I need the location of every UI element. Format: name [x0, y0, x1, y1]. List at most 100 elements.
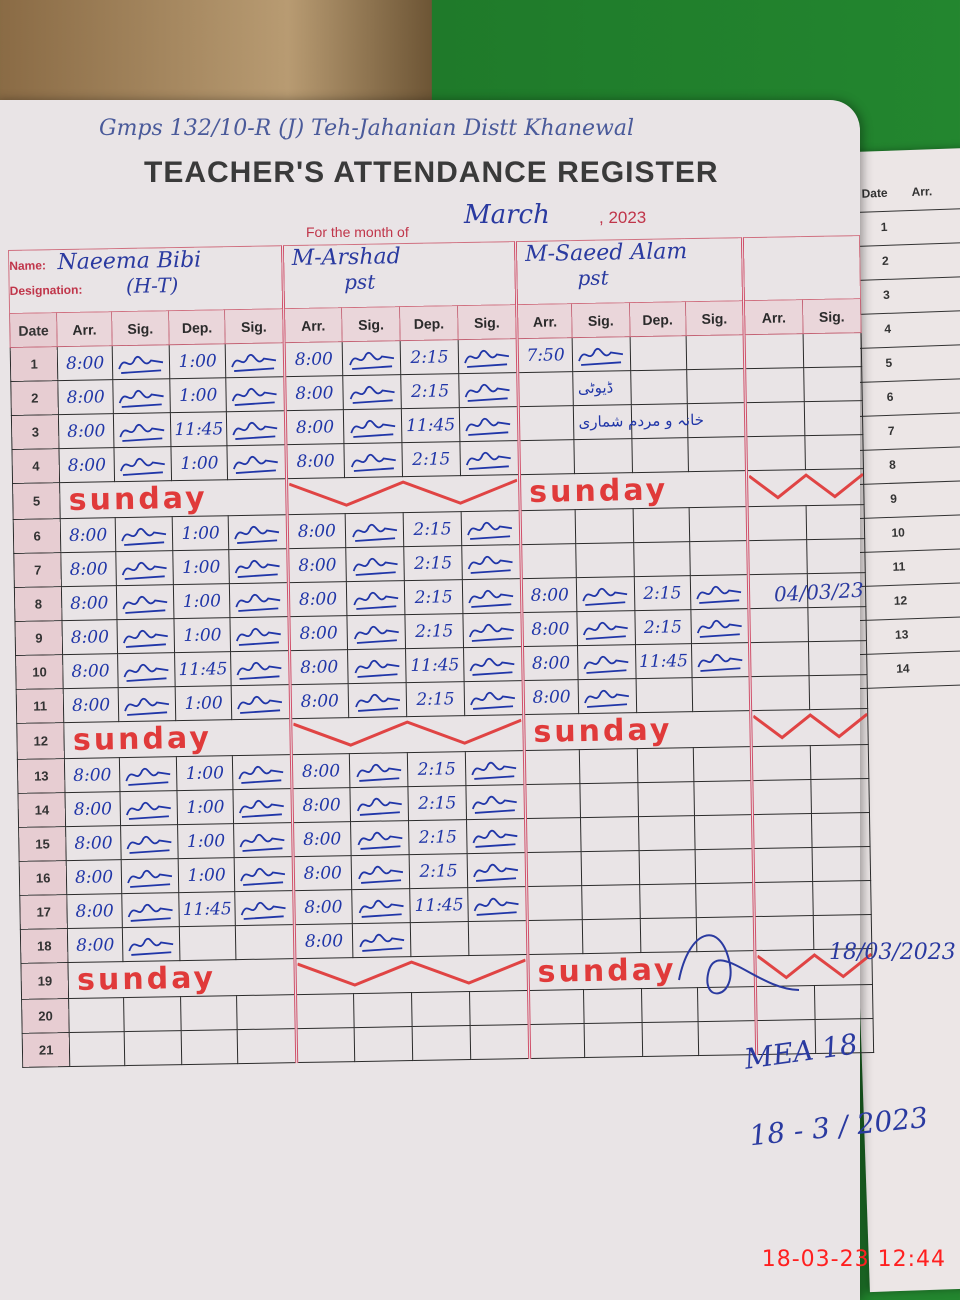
signature-cell: [350, 820, 410, 856]
signature-cell: [459, 440, 520, 476]
signature-cell: [120, 824, 179, 860]
signature-icon: [358, 899, 404, 918]
signature-icon: [232, 421, 278, 440]
arrival-time: 8:00: [66, 859, 122, 895]
signature-icon: [125, 801, 171, 820]
column-header-arr: Arr.: [56, 311, 113, 347]
right-date: 3: [882, 287, 891, 303]
departure-time: 2:15: [408, 819, 468, 855]
arrival-time: [751, 745, 811, 781]
departure-time: 2:15: [403, 545, 463, 581]
arrival-time: 8:00: [284, 375, 344, 411]
column-header-arr: Arr.: [283, 307, 343, 343]
column-header-sig: Sig.: [685, 300, 745, 336]
table-row: 12 sunday sunday: [16, 708, 869, 760]
departure-time: [632, 507, 690, 543]
signature-cell: [119, 756, 177, 792]
signature-cell: [118, 686, 176, 722]
signature-cell: [461, 510, 521, 546]
signature-icon: [234, 525, 280, 544]
departure-time: [630, 369, 688, 405]
signature-cell: [581, 850, 640, 886]
teacher-name: Naeema Bibi: [57, 247, 202, 276]
signature-cell: [229, 582, 289, 618]
signature-cell: [348, 682, 407, 718]
departure-time: 1:00: [172, 515, 230, 551]
column-header-date: Date: [9, 312, 58, 348]
arrival-time: [518, 439, 575, 475]
signature-cell: [692, 676, 751, 712]
sunday-zigzag-icon: [290, 714, 525, 755]
signature-cell: [113, 446, 172, 482]
signature-cell: [466, 818, 527, 854]
table-row: 7 8:00 1:00 8:00 2:15: [13, 538, 866, 588]
date-cell: 18: [20, 928, 69, 964]
signature-cell: [230, 650, 290, 686]
signature-cell: ڈیوٹی: [573, 370, 631, 406]
signature-cell: [115, 516, 173, 552]
arrival-time: 8:00: [292, 855, 352, 891]
designation-label: Designation:: [9, 282, 83, 298]
arrival-time: 8:00: [289, 683, 349, 719]
table-row: 1 8:00 1:00 8:00 2:15 7:50: [10, 332, 862, 382]
signature-icon: [697, 653, 743, 672]
signature-icon: [696, 585, 742, 604]
signature-cell: [582, 884, 640, 920]
right-date: 11: [892, 559, 906, 574]
signature-cell: [580, 782, 638, 818]
signature-icon: [348, 351, 394, 370]
column-header-dep: Dep.: [629, 301, 687, 337]
month-label: For the month of: [306, 224, 409, 240]
signature-cell: [464, 680, 524, 716]
signature-icon: [122, 629, 168, 648]
signature-cell: [467, 886, 528, 922]
date-cell: 2: [10, 380, 59, 416]
signature-cell: [237, 1028, 297, 1064]
arrival-time: [518, 405, 575, 441]
signature-icon: [240, 867, 286, 886]
table-row: 3 8:00 11:45 8:00 11:45 خانہ و مردم شماری: [11, 400, 863, 450]
arrival-time: 8:00: [293, 889, 353, 925]
arrival-time: 8:00: [287, 581, 348, 617]
column-header-sig: Sig.: [457, 304, 518, 340]
column-header-sig: Sig.: [341, 306, 401, 342]
signature-cell: [583, 988, 642, 1024]
arrival-time: 8:00: [57, 345, 113, 381]
signature-cell: [229, 548, 288, 584]
signature-icon: [583, 621, 629, 640]
column-header-dep: Dep.: [399, 305, 459, 341]
signature-cell: [810, 744, 869, 780]
departure-time: 2:15: [402, 441, 461, 477]
officer-signature-icon: [678, 934, 800, 995]
departure-time: [636, 747, 694, 783]
sunday-zigzag-icon: [294, 954, 529, 995]
signature-cell: [467, 852, 527, 888]
date-cell: 1: [10, 346, 59, 382]
arrival-time: [525, 817, 582, 853]
signature-cell: [465, 750, 525, 786]
signature-icon: [468, 589, 514, 608]
signature-cell: [123, 996, 182, 1032]
arrival-time: 8:00: [61, 551, 117, 587]
signature-cell: [686, 334, 745, 370]
signature-cell: [115, 550, 174, 586]
signature-cell: [342, 374, 402, 410]
arrival-time: 8:00: [285, 443, 345, 479]
departure-time: 2:15: [406, 681, 465, 717]
signature-cell: [230, 616, 290, 652]
column-header-sig: Sig.: [111, 310, 170, 346]
arrival-time: 8:00: [289, 649, 349, 685]
departure-time: [641, 1021, 699, 1057]
column-header-arr: Arr.: [516, 303, 573, 339]
signature-icon: [235, 559, 281, 578]
signature-icon: [473, 829, 518, 848]
signature-cell: [234, 856, 294, 892]
signature-icon: [584, 689, 630, 708]
arrival-time: [68, 997, 125, 1033]
signature-icon: [359, 933, 404, 952]
photo-timestamp: 18-03-23 12:44: [761, 1247, 946, 1272]
arrival-time: [524, 749, 581, 785]
signature-cell: [235, 890, 294, 926]
right-date: 2: [881, 253, 889, 269]
date-cell: 6: [13, 518, 62, 554]
